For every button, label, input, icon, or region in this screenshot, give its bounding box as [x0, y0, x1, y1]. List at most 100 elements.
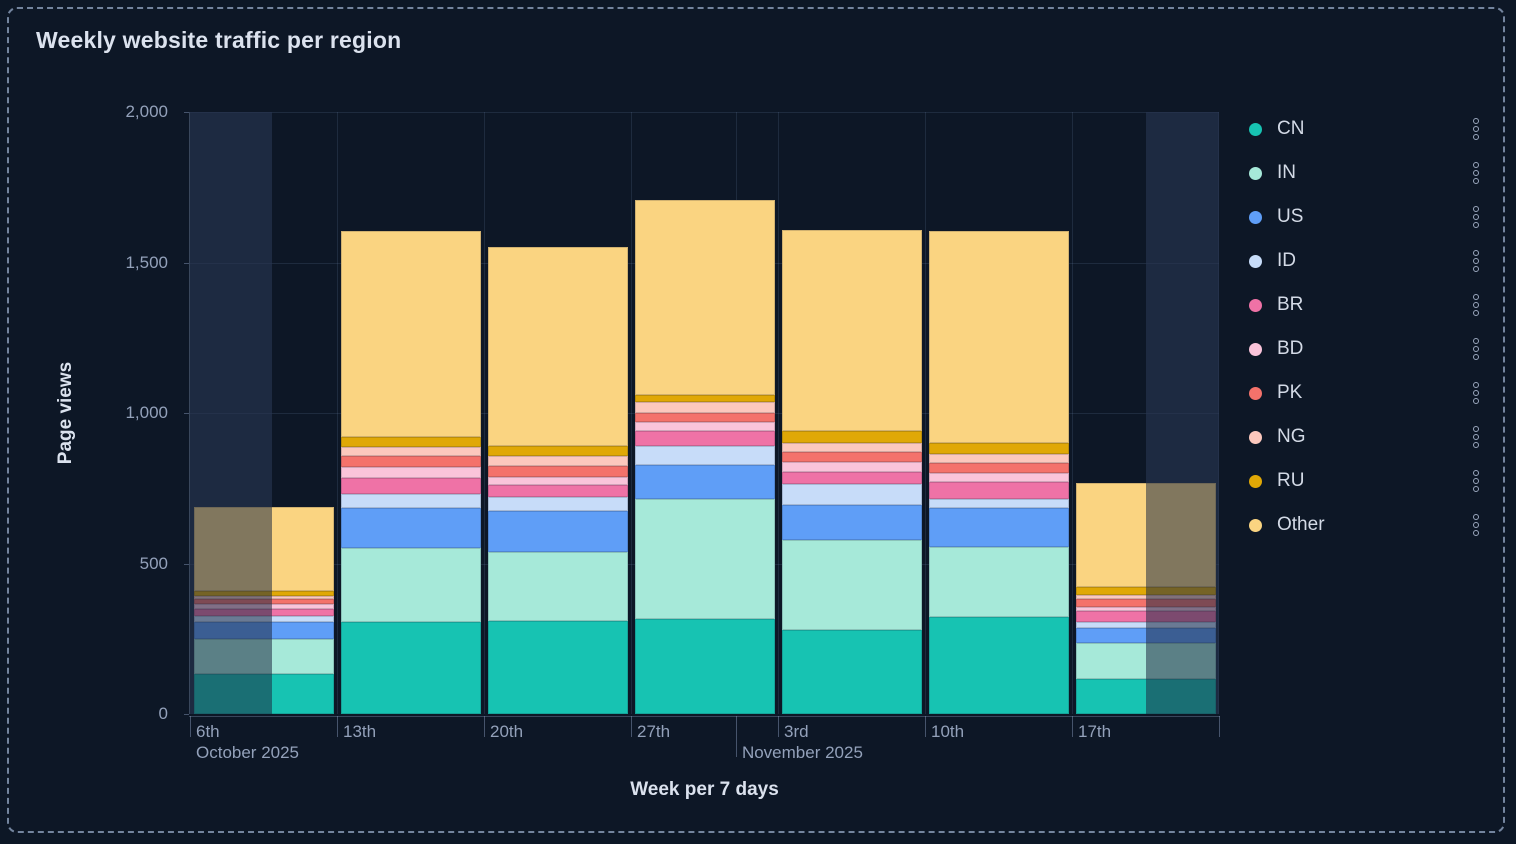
x-gridline	[778, 112, 779, 714]
legend-menu-kebab-icon[interactable]	[1471, 423, 1481, 452]
legend-item-label: CN	[1277, 118, 1305, 139]
bar-segment-20th-PK[interactable]	[487, 465, 628, 478]
bar-segment-3rd-BR[interactable]	[781, 472, 922, 485]
bar-segment-13th-CN[interactable]	[340, 622, 481, 714]
bar-segment-13th-ID[interactable]	[340, 493, 481, 509]
bar-segment-27th-ID[interactable]	[634, 445, 775, 466]
bar-segment-27th-BD[interactable]	[634, 422, 775, 432]
legend-item-PK[interactable]: PK	[1249, 371, 1481, 415]
plot-area: 0 500 1,000 1,500 2,000 6th 13th 20th 27th 3rd 10t…	[125, 102, 1220, 762]
bar-segment-13th-NG[interactable]	[340, 446, 481, 456]
legend-item-label: Other	[1277, 514, 1325, 535]
bar-segment-13th-BD[interactable]	[340, 467, 481, 479]
bar-segment-13th-US[interactable]	[340, 508, 481, 549]
bar-segment-10th-IN[interactable]	[928, 547, 1069, 617]
legend-color-dot	[1249, 474, 1262, 488]
bar-segment-20th-US[interactable]	[487, 510, 628, 552]
bar-segment-3rd-ID[interactable]	[781, 484, 922, 506]
bar-segment-20th-RU[interactable]	[487, 445, 628, 457]
legend-color-dot	[1249, 430, 1262, 444]
x-tick-label: 6th	[196, 722, 220, 741]
bar-segment-20th-NG[interactable]	[487, 456, 628, 466]
bar-segment-3rd-IN[interactable]	[781, 540, 922, 630]
x-tick-label: 20th	[490, 722, 524, 741]
legend-menu-kebab-icon[interactable]	[1471, 203, 1481, 232]
legend-menu-kebab-icon[interactable]	[1471, 247, 1481, 276]
bar-segment-13th-PK[interactable]	[340, 455, 481, 468]
y-tick	[184, 262, 189, 264]
bar-segment-3rd-PK[interactable]	[781, 452, 922, 462]
bar-segment-10th-ID[interactable]	[928, 499, 1069, 509]
legend-menu-kebab-icon[interactable]	[1471, 335, 1481, 364]
bar-segment-3rd-CN[interactable]	[781, 630, 922, 714]
legend-color-dot	[1249, 166, 1262, 180]
bar-segment-20th-BR[interactable]	[487, 484, 628, 498]
bar-segment-10th-Other[interactable]	[928, 230, 1069, 444]
y-tick-label: 1,500	[125, 252, 168, 272]
bar-segment-13th-RU[interactable]	[340, 436, 481, 447]
bar-segment-27th-NG[interactable]	[634, 402, 775, 414]
bar-segment-10th-BD[interactable]	[928, 473, 1069, 483]
legend-menu-kebab-icon[interactable]	[1471, 467, 1481, 496]
legend-color-dot	[1249, 210, 1262, 224]
bar-segment-10th-BR[interactable]	[928, 482, 1069, 500]
legend-menu-kebab-icon[interactable]	[1471, 511, 1481, 540]
bar-segment-3rd-NG[interactable]	[781, 443, 922, 453]
bar-segment-20th-IN[interactable]	[487, 551, 628, 622]
legend-item-NG[interactable]: NG	[1249, 415, 1481, 459]
bar-segment-3rd-BD[interactable]	[781, 461, 922, 473]
bar-segment-27th-Other[interactable]	[634, 200, 775, 395]
legend-item-BR[interactable]: BR	[1249, 283, 1481, 327]
x-tick	[925, 716, 926, 737]
legend-color-dot	[1249, 122, 1262, 136]
legend-item-label: BR	[1277, 294, 1304, 315]
bar-segment-27th-RU[interactable]	[634, 394, 775, 403]
x-tick-label: 10th	[931, 722, 965, 741]
bar-segment-20th-CN[interactable]	[487, 621, 628, 714]
legend-item-ID[interactable]: ID	[1249, 239, 1481, 283]
bar-segment-10th-RU[interactable]	[928, 443, 1069, 454]
legend-item-BD[interactable]: BD	[1249, 327, 1481, 371]
bar-segment-27th-PK[interactable]	[634, 413, 775, 423]
bar-segment-13th-BR[interactable]	[340, 478, 481, 494]
bar-segment-27th-IN[interactable]	[634, 499, 775, 619]
month-tick	[735, 716, 737, 757]
bar-segment-3rd-Other[interactable]	[781, 229, 922, 431]
legend-menu-kebab-icon[interactable]	[1471, 291, 1481, 320]
x-tick-range-end	[1219, 716, 1220, 737]
legend: CN IN US ID BR BD PK NG RU Other	[1249, 107, 1481, 547]
x-tick	[1072, 716, 1073, 737]
legend-menu-kebab-icon[interactable]	[1471, 379, 1481, 408]
bar-segment-20th-ID[interactable]	[487, 497, 628, 511]
bar-segment-3rd-US[interactable]	[781, 505, 922, 540]
bar-segment-20th-BD[interactable]	[487, 477, 628, 485]
y-tick-label: 2,000	[125, 102, 168, 121]
bar-segment-13th-Other[interactable]	[340, 230, 481, 437]
legend-menu-kebab-icon[interactable]	[1471, 159, 1481, 188]
legend-item-Other[interactable]: Other	[1249, 503, 1481, 547]
legend-item-RU[interactable]: RU	[1249, 459, 1481, 503]
bar-segment-13th-IN[interactable]	[340, 548, 481, 623]
x-tick	[778, 716, 779, 737]
bar-segment-27th-BR[interactable]	[634, 431, 775, 446]
chart-card: Weekly website traffic per region Page v…	[7, 7, 1505, 833]
bar-segment-27th-CN[interactable]	[634, 618, 775, 714]
legend-item-label: NG	[1277, 426, 1306, 447]
legend-menu-kebab-icon[interactable]	[1471, 115, 1481, 144]
bar-segment-10th-CN[interactable]	[928, 616, 1069, 714]
legend-item-label: PK	[1277, 382, 1303, 403]
bar-segment-10th-US[interactable]	[928, 508, 1069, 548]
x-gridline	[337, 112, 338, 714]
legend-item-CN[interactable]: CN	[1249, 107, 1481, 151]
legend-item-IN[interactable]: IN	[1249, 151, 1481, 195]
bar-segment-10th-NG[interactable]	[928, 453, 1069, 464]
bar-segment-20th-Other[interactable]	[487, 247, 628, 446]
legend-item-US[interactable]: US	[1249, 195, 1481, 239]
y-tick	[184, 413, 189, 414]
legend-item-label: ID	[1277, 250, 1296, 271]
bar-segment-3rd-RU[interactable]	[781, 430, 922, 444]
bar-segment-27th-US[interactable]	[634, 465, 775, 500]
y-tick-label: 500	[139, 553, 168, 573]
bar-segment-10th-PK[interactable]	[928, 463, 1069, 474]
legend-color-dot	[1249, 518, 1262, 532]
